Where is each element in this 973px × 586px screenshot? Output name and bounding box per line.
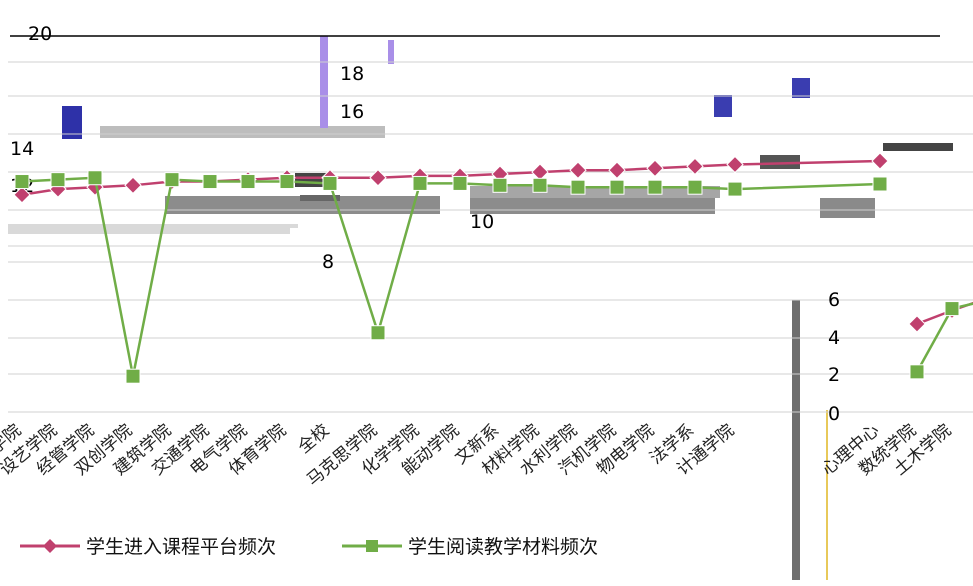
data-point — [240, 174, 256, 190]
data-point — [687, 179, 703, 195]
data-point — [125, 368, 141, 384]
artifact-block — [290, 228, 360, 268]
data-point — [609, 179, 625, 195]
legend-label: 学生进入课程平台频次 — [86, 536, 276, 558]
artifact-block — [714, 95, 732, 117]
data-point — [124, 176, 142, 195]
y-tick-label: 2 — [828, 364, 840, 386]
data-point — [726, 155, 744, 174]
data-point — [13, 186, 31, 204]
data-point — [14, 174, 30, 190]
y-axis-main: 2018161412108 — [10, 23, 494, 273]
y-tick-label: 16 — [340, 101, 364, 123]
y-tick-label: 6 — [828, 289, 840, 311]
data-point — [164, 172, 180, 188]
artifact-block — [826, 410, 828, 580]
data-point — [608, 161, 626, 179]
artifact-block — [792, 78, 810, 98]
data-point — [569, 161, 587, 179]
artifact-block — [388, 40, 394, 64]
legend-marker — [43, 539, 57, 553]
y-tick-label: 18 — [340, 63, 364, 85]
y-tick-label: 10 — [470, 211, 494, 233]
artifact-block — [820, 198, 875, 218]
data-point — [452, 175, 468, 191]
data-point — [944, 301, 960, 317]
data-point — [322, 175, 338, 191]
render-artifacts — [8, 35, 953, 580]
artifact-block — [320, 36, 328, 128]
data-point — [50, 172, 66, 188]
data-point — [369, 169, 387, 187]
artifact-block — [440, 196, 470, 226]
data-point — [872, 176, 888, 192]
legend-marker — [366, 540, 378, 552]
data-point — [532, 177, 548, 193]
x-tick-label: 全校 — [294, 421, 333, 458]
data-point — [87, 170, 103, 186]
data-point — [646, 159, 664, 178]
series-lines — [13, 152, 973, 384]
y-tick-label: 4 — [828, 327, 840, 349]
data-point — [908, 315, 926, 333]
data-point — [492, 177, 508, 193]
data-point — [909, 364, 925, 380]
artifact-block — [883, 143, 953, 151]
data-point — [570, 179, 586, 195]
artifact-block — [792, 300, 800, 580]
artifact-block — [760, 155, 800, 169]
y-axis-inset: 6 4 2 0 — [828, 289, 840, 425]
data-point — [412, 175, 428, 191]
data-point — [686, 157, 704, 176]
artifact-block — [62, 106, 82, 139]
y-tick-label: 14 — [10, 138, 34, 160]
legend: 学生进入课程平台频次 学生阅读教学材料频次 — [20, 536, 598, 558]
y-tick-label: 0 — [828, 403, 840, 425]
data-point — [727, 181, 743, 197]
legend-label: 学生阅读教学材料频次 — [408, 536, 598, 558]
artifact-block — [300, 195, 340, 201]
gridlines — [8, 61, 973, 413]
data-point — [202, 174, 218, 190]
y-tick-label: 20 — [28, 23, 52, 45]
y-tick-label: 8 — [322, 251, 334, 273]
data-point — [647, 179, 663, 195]
data-point — [370, 325, 386, 341]
data-point — [531, 163, 549, 181]
data-point — [279, 174, 295, 190]
artifact-block — [8, 224, 298, 234]
data-point — [871, 152, 889, 170]
artifact-block — [100, 126, 385, 138]
